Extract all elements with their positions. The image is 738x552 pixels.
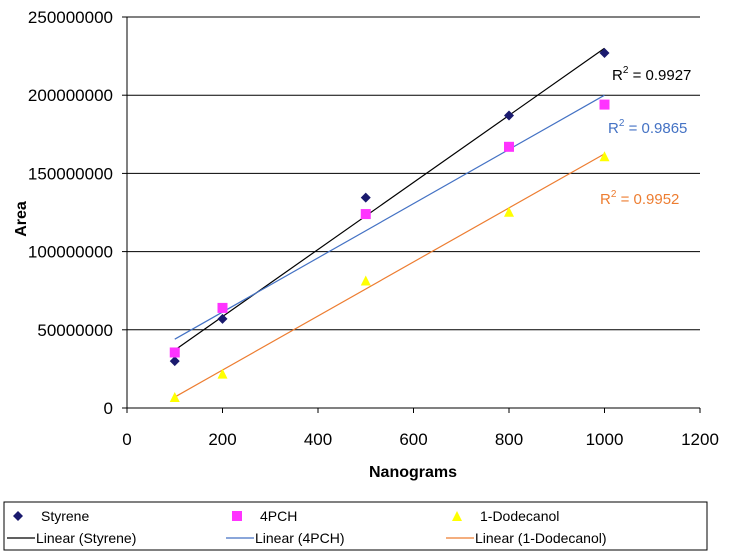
- y-tick-label: 0: [104, 399, 113, 418]
- data-point: [217, 313, 228, 324]
- legend: Styrene 4PCH 1-Dodecanol Linear (Styrene) Li…: [3, 501, 708, 551]
- legend-entry: Linear (Styrene): [36, 530, 136, 546]
- y-tick-label: 50000000: [37, 321, 113, 340]
- y-tick-label: 200000000: [28, 86, 113, 105]
- data-point: [217, 368, 228, 379]
- data-point: [504, 206, 514, 217]
- trendlines: [174, 47, 605, 398]
- data-point: [169, 356, 180, 367]
- data-point: [169, 392, 180, 403]
- x-tick-label: 600: [399, 430, 427, 449]
- x-tick-label: 400: [304, 430, 332, 449]
- axes: [122, 16, 701, 413]
- data-point: [169, 347, 180, 358]
- legend-box: [3, 501, 708, 551]
- legend-marker: [232, 511, 242, 521]
- r2-labels: R2 = 0.9927 R2 = 0.9865 R2 = 0.9952: [600, 65, 691, 208]
- trendline: [174, 47, 605, 351]
- r2-label: R2 = 0.9952: [600, 189, 679, 208]
- legend-entry: Linear (1-Dodecanol): [475, 530, 607, 546]
- data-point: [360, 192, 371, 203]
- trendline: [174, 153, 605, 398]
- y-tick-label: 150000000: [28, 164, 113, 183]
- y-tick-label: 250000000: [28, 8, 113, 27]
- x-tick-label: 1000: [586, 430, 624, 449]
- legend-entry: 4PCH: [260, 508, 297, 524]
- data-point: [504, 141, 514, 152]
- x-tick-label: 800: [495, 430, 523, 449]
- y-tick-label: 100000000: [28, 243, 113, 262]
- x-tick-labels: 0 200 400 600 800 1000 1200: [122, 430, 719, 449]
- data-point: [360, 275, 371, 286]
- data-point: [360, 209, 371, 220]
- x-tick-label: 200: [208, 430, 236, 449]
- data-point: [217, 302, 228, 313]
- gridlines: [127, 16, 700, 331]
- data-point: [504, 110, 514, 121]
- legend-entry: Linear (4PCH): [255, 530, 344, 546]
- legend-entry: 1-Dodecanol: [480, 508, 559, 524]
- r2-label: R2 = 0.9927: [612, 65, 691, 84]
- legend-entry: Styrene: [41, 508, 89, 524]
- x-tick-label: 0: [122, 430, 131, 449]
- y-tick-labels: 0 50000000 100000000 150000000 200000000 2500…: [28, 8, 113, 418]
- r2-label: R2 = 0.9865: [608, 118, 687, 137]
- data-point: [599, 99, 610, 110]
- legend-marker: [452, 511, 462, 521]
- data-point: [599, 151, 610, 162]
- data-points: [169, 47, 610, 403]
- y-axis-title: Area: [13, 201, 30, 237]
- trendline: [174, 94, 605, 340]
- legend-marker: [13, 511, 23, 521]
- x-axis-title: Nanograms: [369, 464, 457, 481]
- data-point: [599, 47, 610, 58]
- x-tick-label: 1200: [681, 430, 719, 449]
